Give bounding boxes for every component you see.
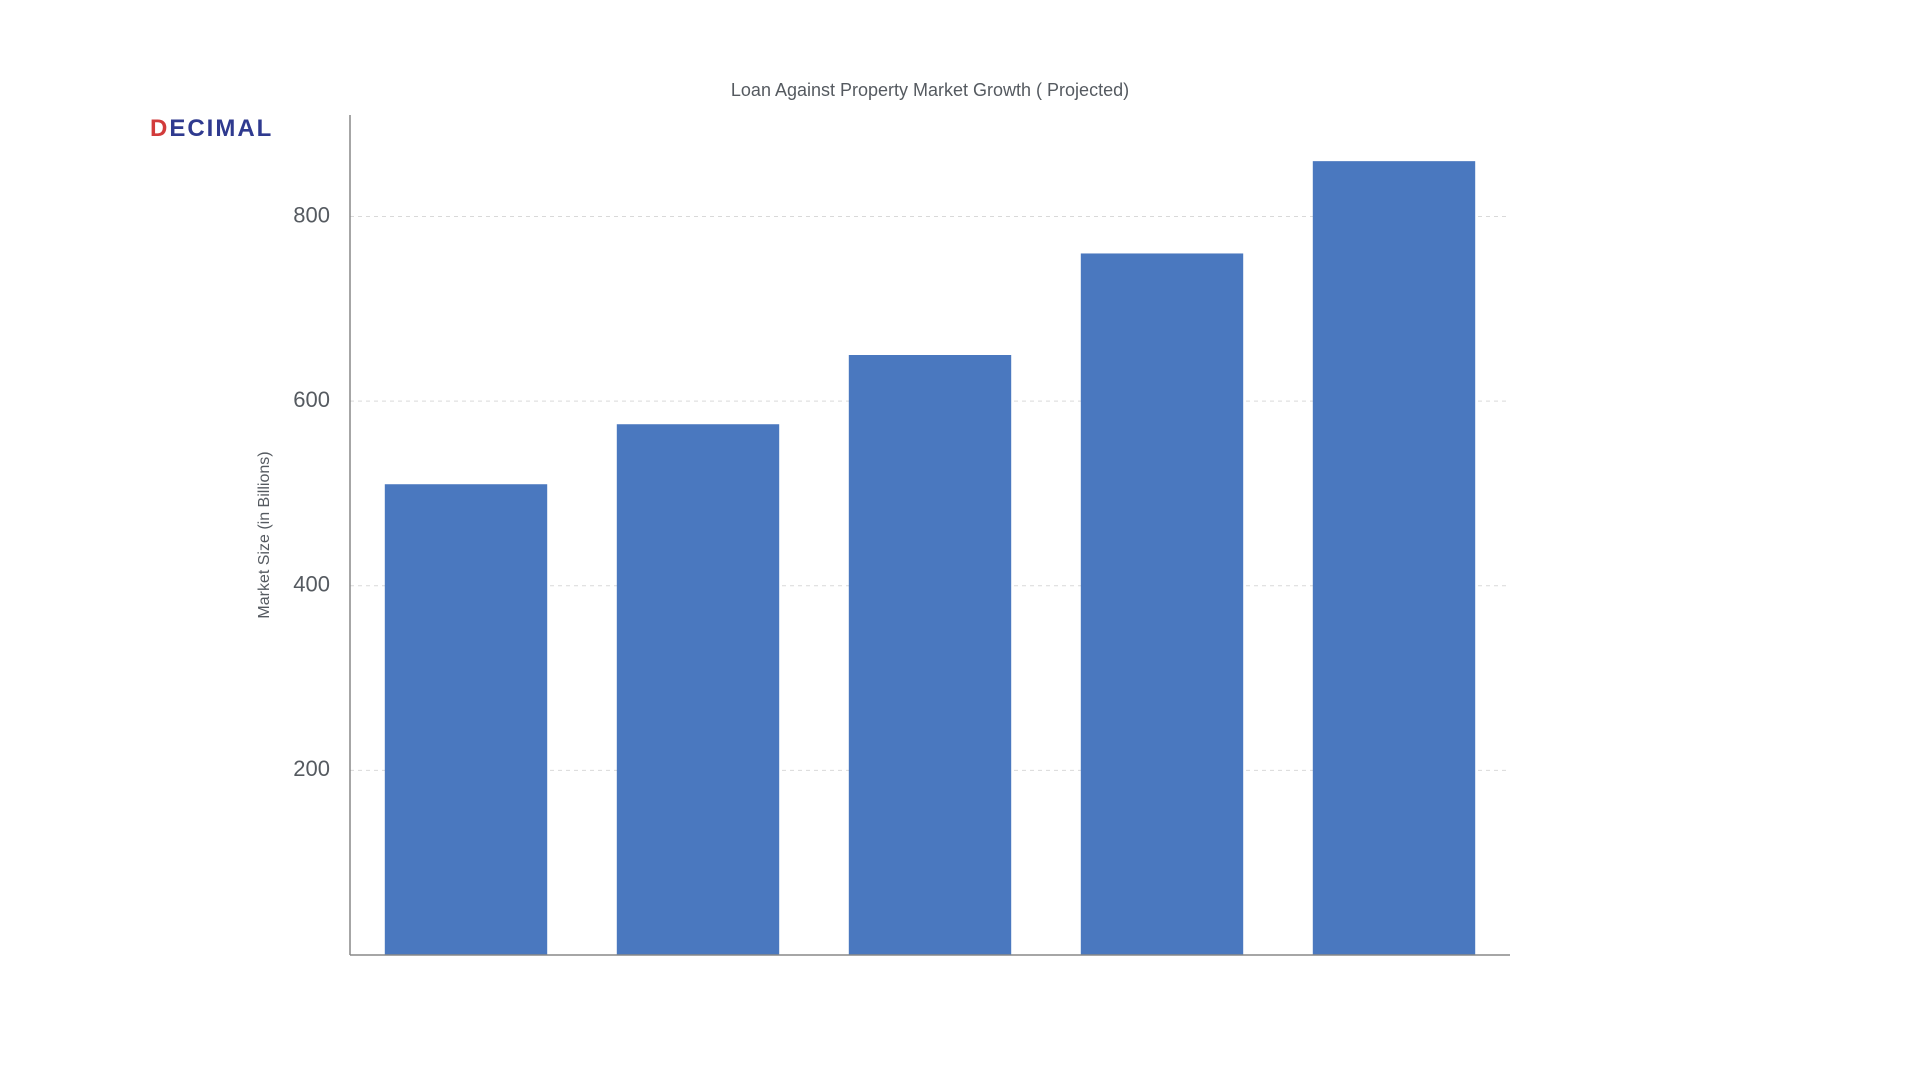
chart-plot-area: 200400600800 xyxy=(350,115,1510,955)
bar xyxy=(849,355,1011,955)
brand-logo: DECIMAL xyxy=(150,115,273,143)
y-tick-label: 200 xyxy=(293,756,330,781)
bar xyxy=(385,484,547,955)
y-tick-label: 800 xyxy=(293,202,330,227)
y-axis-label: Market Size (in Billions) xyxy=(256,451,274,618)
bar xyxy=(1081,253,1243,955)
bar-chart-svg: 200400600800 xyxy=(350,115,1510,955)
logo-part-2: ECIMAL xyxy=(169,115,273,143)
chart-page: { "logo": { "text_part1": "D", "text_par… xyxy=(0,0,1920,1080)
y-tick-label: 600 xyxy=(293,387,330,412)
bar xyxy=(617,424,779,955)
logo-part-1: D xyxy=(150,115,169,143)
chart-title: Loan Against Property Market Growth ( Pr… xyxy=(731,80,1129,101)
y-tick-label: 400 xyxy=(293,572,330,597)
bar xyxy=(1313,161,1475,955)
